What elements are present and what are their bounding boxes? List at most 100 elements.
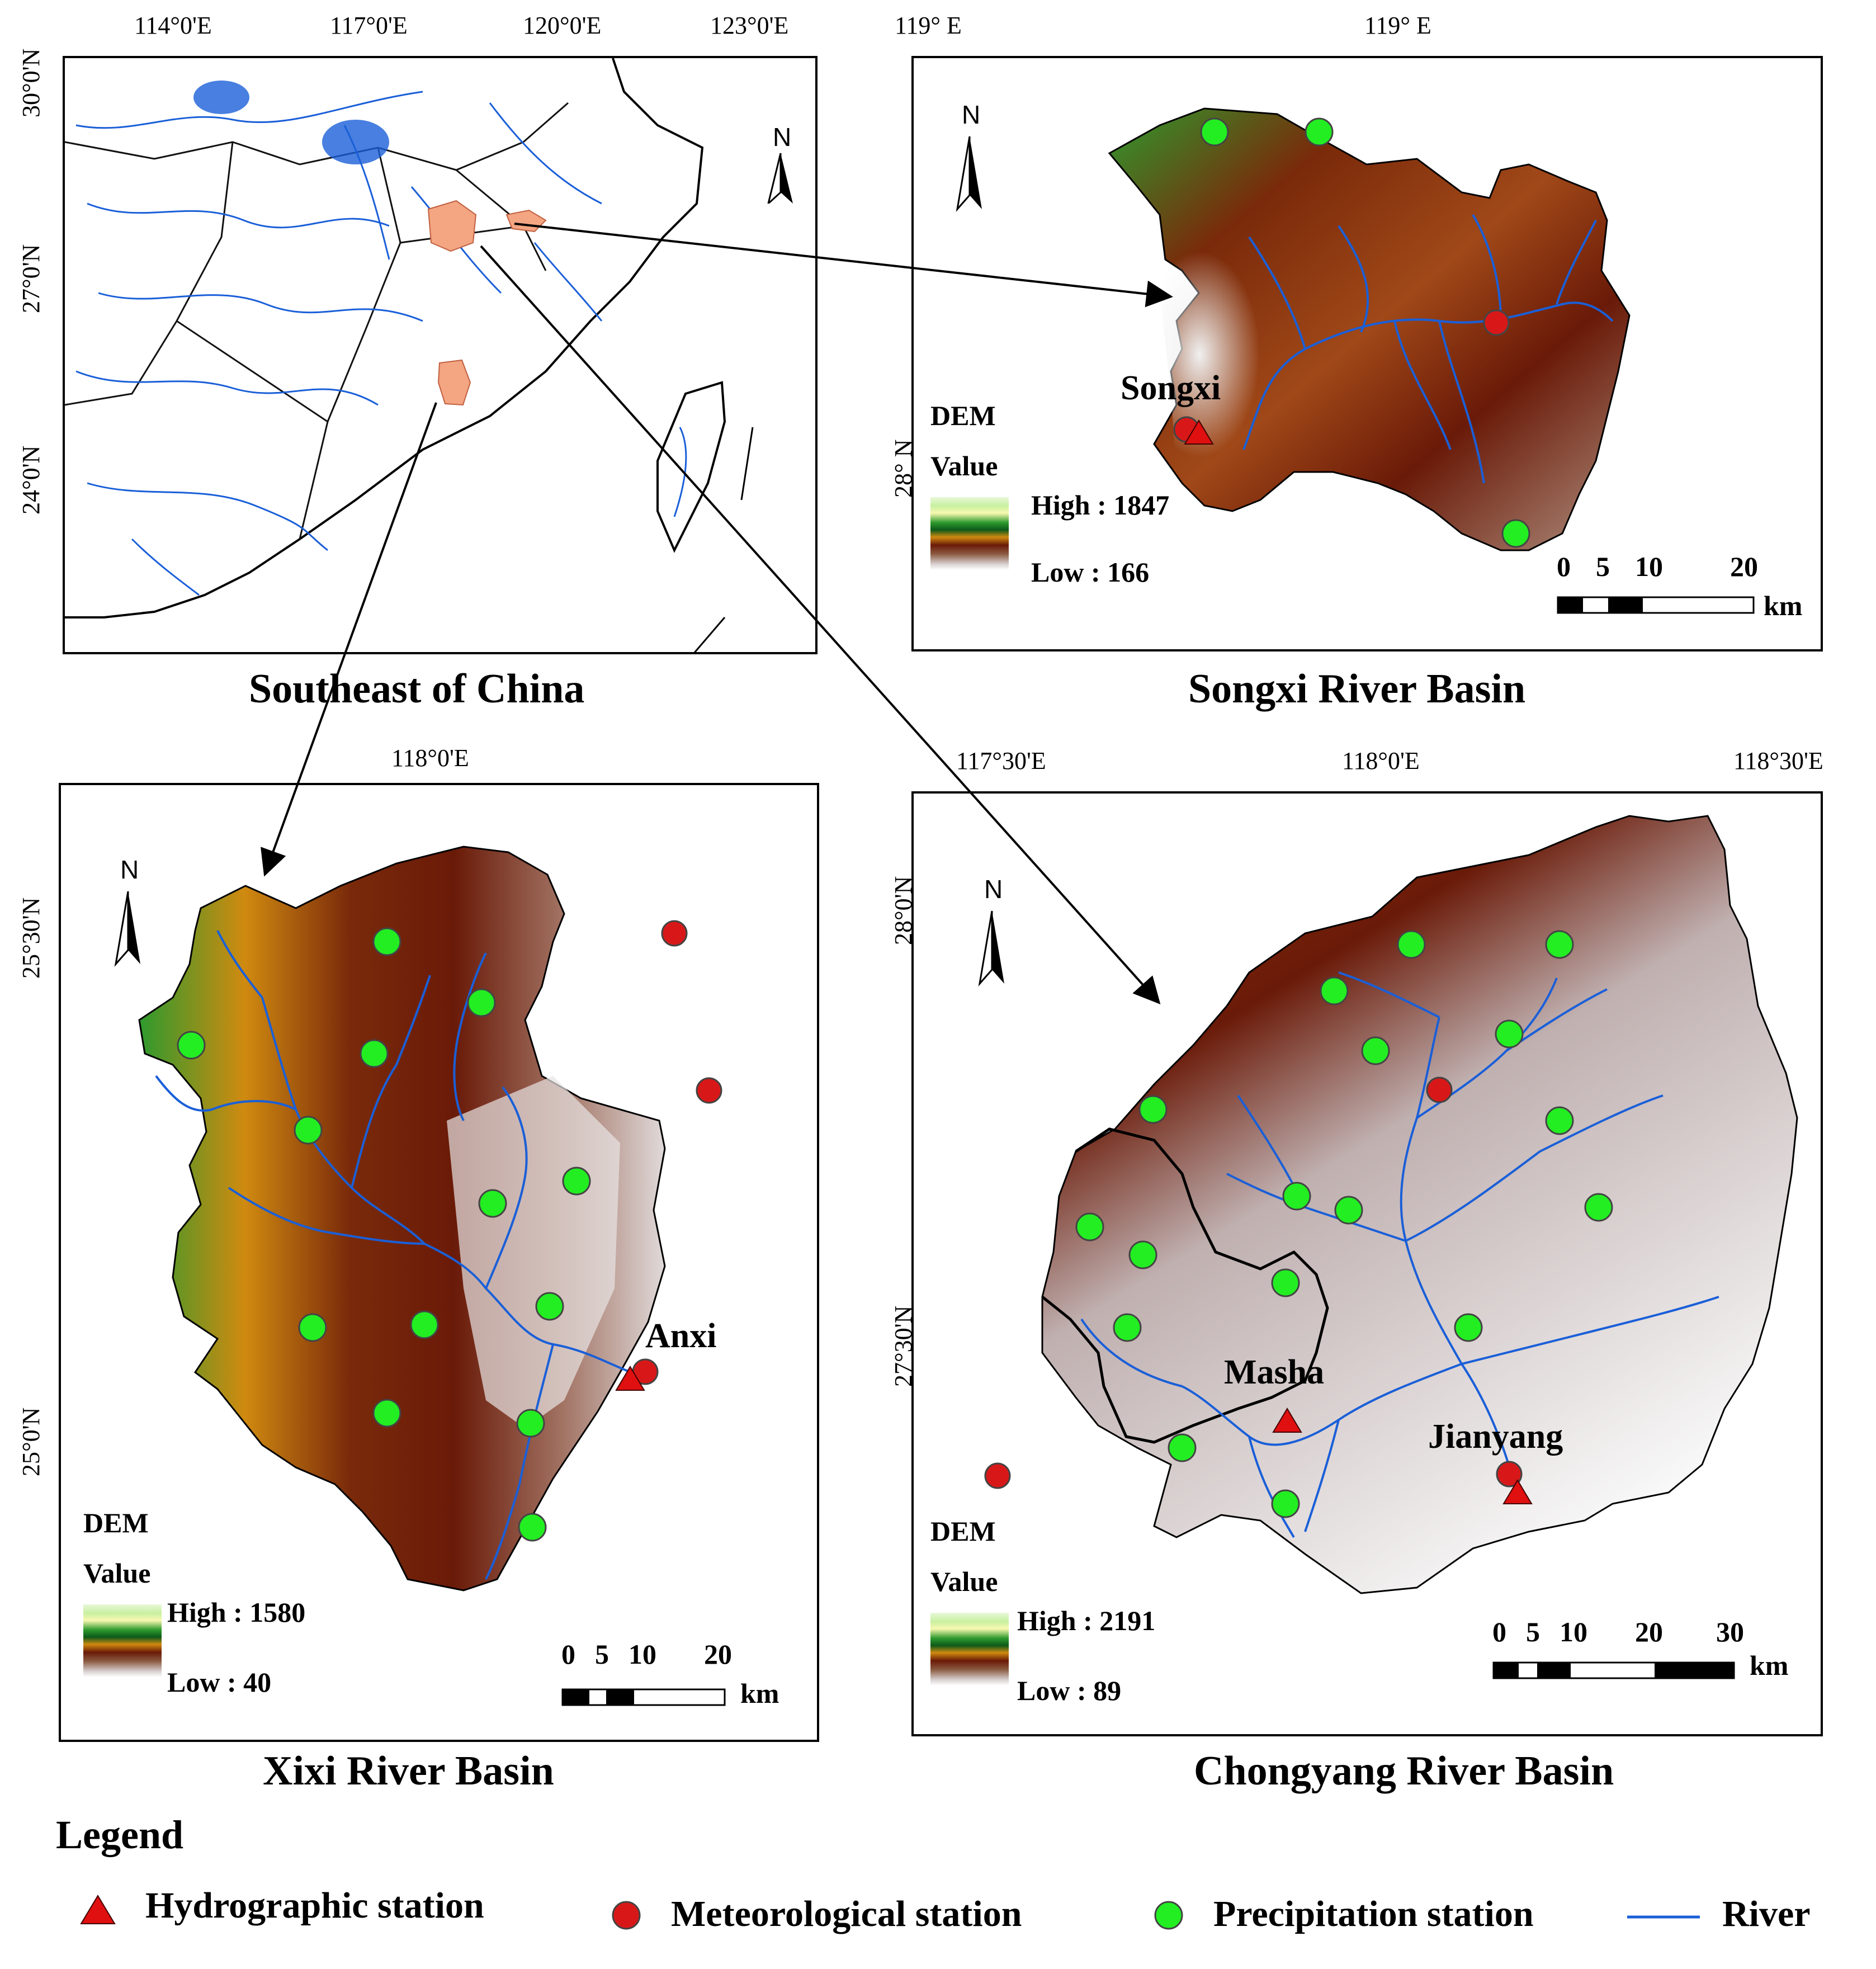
songxi-tick-119e-a: 119° E [895,12,962,39]
chongyang-tick-11730e: 117°30'E [956,747,1046,775]
precip-station [177,1031,206,1060]
southeast-map-svg [65,58,754,652]
legend-title: Legend [56,1812,184,1857]
songxi-dem-high: High : 1847 [1031,489,1170,521]
highlight-chongyang [427,200,477,252]
tick-30n: 30°0'N [17,48,45,117]
chongyang-dem-low: Low : 89 [1017,1675,1122,1706]
north-arrow-songxi: N [947,100,992,215]
rivers-network [75,91,603,596]
chongyang-title: Chongyang River Basin [1194,1748,1614,1794]
meteo-station [1426,1076,1453,1103]
scale-tick: 0 [1557,551,1571,582]
southeast-title: Southeast of China [249,666,585,712]
scale-tick: 20 [1730,551,1758,582]
songxi-map-panel: Songxi N DEM Value High : 1847 Low : 166… [911,56,1823,651]
north-arrow-xixi: N [106,855,150,970]
chongyang-map-svg [984,815,1798,1594]
chongyang-stations [984,930,1613,1518]
precip-station [372,1399,401,1428]
scale-tick: 5 [1596,551,1610,582]
north-label: N [773,122,792,152]
xixi-dem-high: High : 1580 [167,1597,306,1628]
precip-station [518,1513,547,1542]
xixi-map-panel: Anxi N DEM Value High : 1580 Low : 40 0 … [59,783,819,1742]
scale-tick: 5 [595,1639,609,1670]
tick-24n: 24°0'N [17,445,45,514]
precip-station [1128,1240,1157,1269]
legend-meteorological-station: Meteorological station [671,1894,1022,1934]
precip-station [562,1167,591,1196]
songxi-stations [1173,117,1530,548]
chongyang-map-panel: Masha Jianyang N DEM Value High : 2191 L… [911,791,1823,1736]
hydro-station [1272,1408,1302,1433]
precip-station [1138,1095,1168,1124]
scale-unit: km [1750,1650,1789,1681]
scale-tick: 20 [1635,1616,1663,1647]
precip-station [1075,1212,1104,1241]
precip-station [516,1409,545,1438]
precip-station [372,927,401,956]
songxi-title: Songxi River Basin [1188,666,1526,712]
lake-poyang [193,81,249,114]
xixi-title: Xixi River Basin [263,1748,554,1794]
chongyang-dem-ramp [930,1613,1009,1685]
xixi-tick-250n: 25°0'N [17,1407,45,1476]
legend-hydrographic-station: Hydrographic station [145,1885,484,1926]
scale-tick: 20 [704,1639,732,1670]
precip-station [1545,1106,1574,1135]
songxi-dem-label: DEM [930,400,996,431]
highlight-xixi [437,359,471,406]
lake-dongting [322,120,389,164]
xixi-station-label: Anxi [645,1317,717,1355]
hydro-station [1184,419,1214,445]
meteo-station [1483,309,1510,336]
chongyang-basin-dem [1041,815,1798,1594]
north-label: N [120,855,139,884]
southeast-map-panel: N [63,56,817,654]
legend-meteo-symbol [612,1901,641,1930]
chongyang-dem-value-label: Value [930,1566,998,1597]
masha-station-label: Masha [1224,1353,1325,1391]
precip-station [1282,1182,1311,1211]
xixi-dem-label: DEM [83,1507,149,1538]
precip-station [298,1313,327,1342]
tick-117e: 117°0'E [330,12,408,39]
precip-station [1495,1019,1524,1049]
xixi-scale-bar: 0 5 10 20 km [561,1638,807,1722]
precip-station [1501,519,1530,548]
chongyang-dem-high: High : 2191 [1017,1605,1156,1636]
precip-station [1454,1313,1483,1342]
precip-station [1320,976,1349,1005]
songxi-dem-value-label: Value [930,450,998,481]
precip-station [1545,930,1574,959]
precip-station [467,988,496,1017]
jianyang-station-label: Jianyang [1428,1418,1563,1456]
scale-tick: 10 [1635,551,1663,582]
precip-station [294,1116,323,1145]
legend-river: River [1722,1894,1811,1934]
scale-tick: 10 [629,1639,656,1670]
province-boundaries [65,102,569,540]
chongyang-tick-11830e: 118°30'E [1733,747,1823,775]
scale-unit: km [1764,590,1803,621]
xixi-tick-118e: 118°0'E [391,744,469,772]
precip-station [410,1310,439,1339]
precip-station [1361,1036,1390,1065]
masha-subbasin-boundary [1041,1127,1329,1444]
north-label: N [962,100,981,129]
meteo-station [696,1077,722,1104]
taiwan-island [656,381,726,553]
songxi-station-label: Songxi [1121,369,1221,407]
xixi-dem-value-label: Value [83,1557,151,1589]
hydro-station [1502,1479,1533,1504]
xixi-map-svg [138,846,722,1592]
xixi-rivers [155,930,632,1580]
precip-station [1271,1489,1300,1518]
legend-precipitation-station: Precipitation station [1213,1894,1534,1934]
legend-river-symbol [1627,1915,1700,1919]
songxi-scale-bar: 0 5 10 20 km [1557,550,1814,629]
legend-precip-symbol [1154,1901,1183,1930]
xixi-tick-2530n: 25°30'N [17,897,45,979]
tick-120e: 120°0'E [523,12,602,39]
